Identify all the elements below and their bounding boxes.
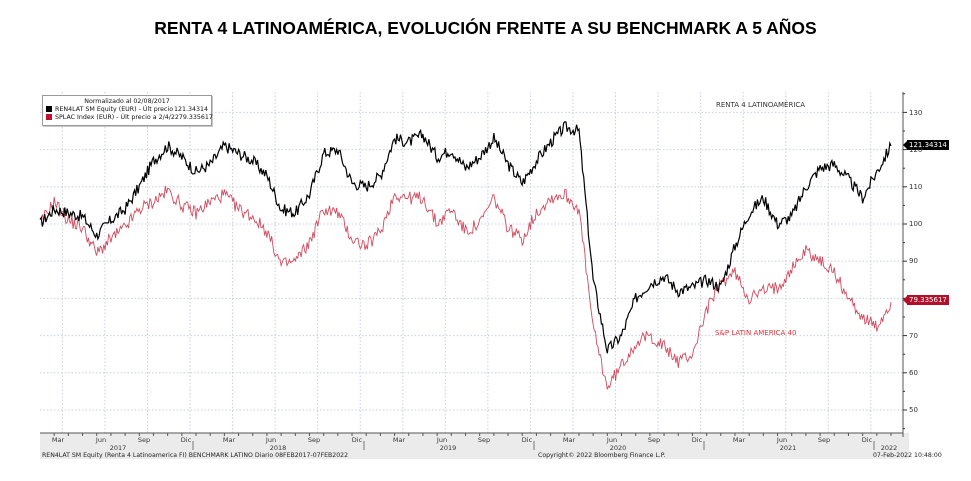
plot-area bbox=[40, 92, 903, 433]
y-tick-label: 50 bbox=[909, 406, 918, 414]
x-tick-label: Dic bbox=[180, 436, 192, 444]
x-year-label: 2019 bbox=[439, 444, 457, 452]
footer-copyright: Copyright© 2022 Bloomberg Finance L.P. bbox=[538, 452, 666, 459]
x-tick-label: Mar bbox=[392, 436, 406, 444]
chart-title: RENTA 4 LATINOAMÉRICA, EVOLUCIÓN FRENTE … bbox=[154, 18, 817, 38]
legend-swatch-black bbox=[46, 106, 52, 112]
x-year-label: 2020 bbox=[609, 444, 627, 452]
x-tick-label: Dic bbox=[351, 436, 363, 444]
x-tick-label: Jun bbox=[606, 436, 618, 444]
splac-annotation: S&P LATIN AMERICA 40 bbox=[715, 329, 797, 337]
x-axis-band bbox=[40, 433, 909, 459]
legend-value: 121.34314 bbox=[173, 105, 208, 113]
x-axis-ticks bbox=[53, 433, 892, 450]
y-tick-label: 100 bbox=[909, 220, 923, 228]
x-tick-label: Jun bbox=[95, 436, 107, 444]
x-tick-label: Dic bbox=[691, 436, 703, 444]
x-tick-label: Jun bbox=[776, 436, 788, 444]
y-axis-ticks bbox=[903, 93, 907, 430]
splac-series-line bbox=[39, 185, 892, 390]
x-tick-label: Mar bbox=[51, 436, 65, 444]
x-year-label: 2021 bbox=[779, 444, 797, 452]
legend-item-splac: SPLAC Index (EUR) - Últ precio a 2/4/22 … bbox=[43, 113, 213, 121]
renta4-annotation: RENTA 4 LATINOAMÉRICA bbox=[716, 101, 806, 109]
footer-source: REN4LAT SM Equity (Renta 4 Latinoamerica… bbox=[42, 452, 349, 459]
x-year-label: 2022 bbox=[880, 444, 898, 452]
x-tick-label: Sep bbox=[647, 436, 661, 444]
x-tick-label: Jun bbox=[265, 436, 277, 444]
renta4-series-line bbox=[39, 121, 892, 354]
x-tick-label: Sep bbox=[307, 436, 321, 444]
x-tick-label: Mar bbox=[732, 436, 746, 444]
x-tick-label: Sep bbox=[137, 436, 151, 444]
legend-item-renta4: REN4LAT SM Equity (EUR) - Últ precio 121… bbox=[43, 105, 211, 113]
x-tick-label: Mar bbox=[222, 436, 236, 444]
y-tick-label: 90 bbox=[909, 257, 918, 265]
legend-swatch-red bbox=[46, 114, 52, 120]
splac-last-value-tag: 79.335617 bbox=[907, 295, 949, 305]
x-year-label: 2017 bbox=[109, 444, 127, 452]
renta4-last-value-tag: 121.34314 bbox=[907, 140, 949, 150]
y-tick-label: 70 bbox=[909, 332, 918, 340]
x-tick-label: Jun bbox=[436, 436, 448, 444]
legend-header: Normalizado al 02/08/2017 bbox=[84, 98, 170, 105]
legend-label: REN4LAT SM Equity (EUR) - Últ precio bbox=[55, 105, 174, 113]
x-tick-label: Dic bbox=[861, 436, 873, 444]
chart-legend: Normalizado al 02/08/2017 REN4LAT SM Equ… bbox=[42, 95, 213, 126]
legend-label: SPLAC Index (EUR) - Últ precio a 2/4/22 bbox=[55, 113, 179, 121]
footer-timestamp: 07-Feb-2022 10:48:00 bbox=[873, 452, 942, 459]
y-tick-label: 130 bbox=[909, 109, 923, 117]
x-tick-label: Sep bbox=[477, 436, 491, 444]
y-tick-label: 60 bbox=[909, 369, 918, 377]
y-tick-label: 120 bbox=[909, 146, 923, 154]
x-tick-label: Dic bbox=[521, 436, 533, 444]
y-tick-label: 110 bbox=[909, 183, 923, 191]
splac-tag-arrow bbox=[903, 296, 907, 304]
x-tick-label: Mar bbox=[562, 436, 576, 444]
x-year-label: 2018 bbox=[269, 444, 287, 452]
renta4-tag-arrow bbox=[903, 141, 907, 149]
x-tick-label: Sep bbox=[817, 436, 831, 444]
legend-value: 79.335617 bbox=[178, 113, 213, 121]
